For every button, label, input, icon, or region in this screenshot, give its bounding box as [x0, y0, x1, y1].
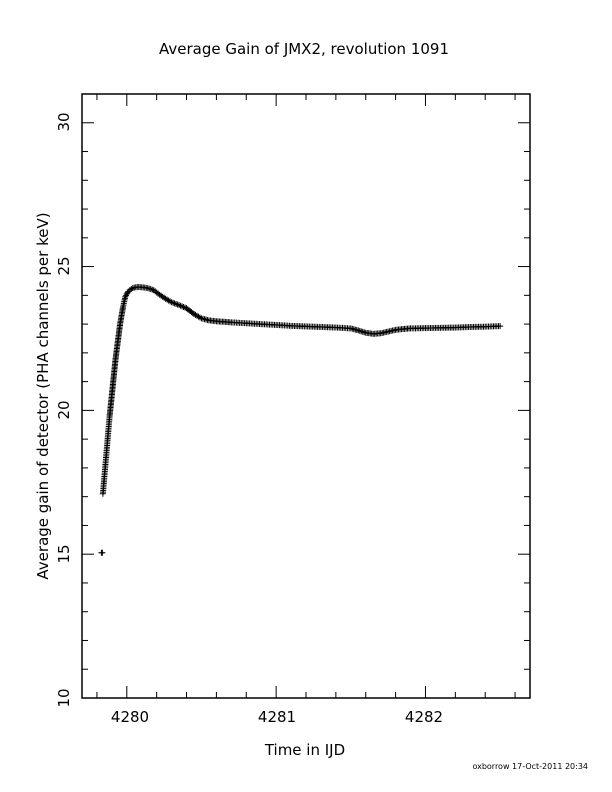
data-point — [129, 285, 136, 292]
data-point — [497, 323, 504, 330]
y-tick-label-25: 25 — [55, 256, 73, 275]
data-point — [177, 302, 184, 309]
data-point — [122, 293, 129, 300]
data-points — [98, 283, 504, 556]
data-point — [176, 302, 183, 309]
data-point — [147, 286, 154, 293]
y-tick-label-15: 15 — [55, 544, 73, 563]
y-axis-label: Average gain of detector (PHA channels p… — [34, 212, 52, 579]
x-tick-label-4280: 4280 — [111, 708, 149, 726]
x-tick-label-4282: 4282 — [405, 708, 443, 726]
data-point — [168, 299, 175, 306]
data-point — [125, 288, 132, 295]
data-point — [196, 314, 203, 321]
plot-frame — [81, 93, 531, 699]
footer-credit: oxborrow 17-Oct-2011 20:34 — [472, 762, 588, 771]
data-point — [179, 303, 186, 310]
axis-ticks — [82, 93, 530, 699]
data-point — [170, 299, 177, 306]
data-point — [174, 301, 181, 308]
data-point — [173, 300, 180, 307]
data-point — [99, 549, 106, 556]
data-point — [180, 303, 187, 310]
y-tick-label-30: 30 — [55, 112, 73, 131]
y-tick-label-20: 20 — [55, 400, 73, 419]
data-point — [171, 300, 178, 307]
chart-title: Average Gain of JMX2, revolution 1091 — [159, 40, 449, 58]
x-axis-label: Time in IJD — [264, 741, 345, 759]
x-tick-label-4281: 4281 — [258, 708, 296, 726]
data-point — [128, 286, 135, 293]
y-tick-label-10: 10 — [55, 688, 73, 707]
data-point — [167, 298, 174, 305]
data-point — [123, 292, 130, 299]
